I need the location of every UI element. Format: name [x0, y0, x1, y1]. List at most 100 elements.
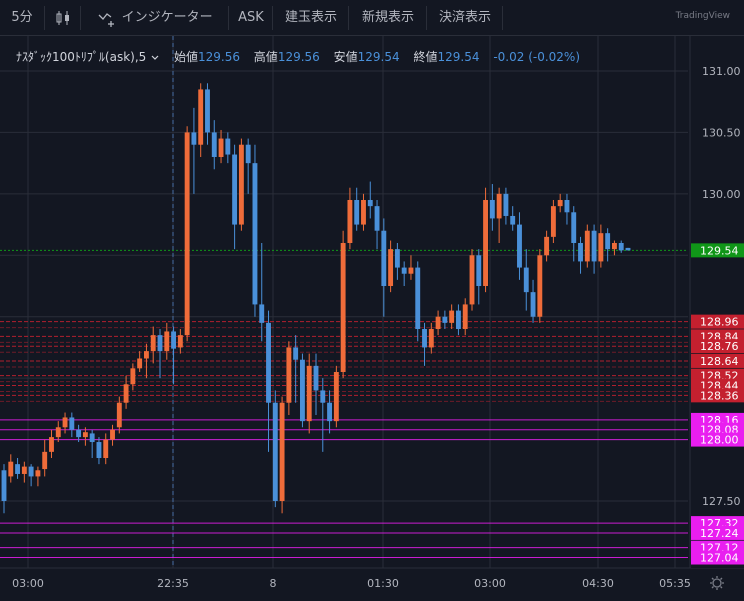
interval-button[interactable]: 5分 [11, 10, 33, 25]
candle-body [625, 247, 631, 251]
position-display-button[interactable]: 建玉表示 [284, 10, 337, 25]
candle-body [116, 402, 122, 428]
candle [354, 187, 360, 231]
time-axis-labels[interactable]: 03:00 22:35 8 01:30 03:00 04:30 05:35 [12, 577, 691, 590]
candle-body [96, 442, 102, 458]
candle [333, 365, 339, 428]
candle [611, 240, 617, 256]
candle-body [259, 304, 265, 323]
toolbar-divider [272, 6, 273, 30]
candle-body [225, 138, 231, 155]
candle-body [428, 329, 434, 348]
legend-interval: 5 [138, 50, 147, 64]
candle [476, 249, 482, 305]
symbol-name[interactable]: ﾅｽﾀﾞｯｸ100ﾄﾘﾌﾟﾙ(ask) [16, 50, 135, 64]
price-axis-labels: 131.00130.50130.00127.50128.96128.84128.… [691, 65, 744, 565]
toolbar-divider [228, 6, 229, 30]
candle [299, 353, 305, 428]
candle-body [571, 212, 577, 243]
chart-type-button[interactable] [46, 0, 80, 35]
price-chart[interactable]: 131.00130.50130.00127.50128.96128.84128.… [0, 36, 744, 601]
candle [442, 310, 448, 329]
candle [327, 390, 333, 434]
candle-body [435, 316, 441, 329]
top-toolbar: 5分 インジケーター ASK 建玉表示 新規表示 決済表示 TradingVie… [0, 0, 744, 36]
candle-body [42, 451, 48, 470]
candle [123, 375, 129, 409]
candle [293, 335, 299, 403]
candle-body [76, 429, 82, 438]
candle [137, 351, 143, 372]
candle [49, 429, 54, 458]
candle [544, 230, 550, 262]
order-price-badge: 128.00 [691, 432, 744, 447]
candle-body [157, 335, 163, 352]
candle [388, 240, 394, 293]
price-tick-label: 130.50 [702, 126, 741, 139]
price-tick-label: 127.50 [702, 495, 741, 508]
candle [8, 454, 14, 483]
candle [422, 322, 427, 366]
candle-body [401, 267, 407, 274]
candle [517, 212, 522, 280]
candle [489, 184, 495, 231]
candle [550, 200, 556, 243]
candle-body [361, 200, 366, 225]
candle [55, 421, 61, 443]
change-value: -0.02 (-0.02%) [493, 50, 581, 64]
candle [591, 224, 597, 274]
candle-body [35, 470, 41, 477]
price-axis[interactable] [691, 36, 744, 568]
candle [171, 326, 177, 385]
candle [82, 427, 88, 446]
candle [530, 279, 536, 323]
time-tick-label: 01:30 [367, 577, 399, 590]
candle-body [503, 193, 509, 216]
candle-body [557, 200, 563, 207]
candle [28, 464, 34, 487]
candle-body [537, 255, 543, 317]
candle [35, 466, 41, 487]
candle [564, 193, 570, 225]
indicators-label: インジケーター [121, 10, 213, 25]
candle-body [8, 461, 14, 477]
candle [245, 138, 251, 194]
chevron-down-icon[interactable] [150, 53, 160, 63]
order-price-badge: 127.04 [691, 550, 744, 565]
candle [42, 439, 48, 477]
candle-body [408, 267, 414, 274]
ask-button[interactable]: ASK [238, 10, 264, 25]
open-value: 129.56 [197, 50, 240, 64]
candle-body [422, 329, 427, 348]
indicators-button[interactable]: インジケーター [82, 0, 228, 35]
candle-body [55, 427, 61, 438]
settings-gear-icon[interactable] [710, 576, 724, 590]
candle-body [143, 351, 149, 359]
position-price-badge-background [691, 353, 744, 368]
candle [394, 243, 400, 280]
candle-body [1, 470, 7, 501]
candle-body [49, 437, 54, 452]
candle [320, 378, 326, 452]
candle [130, 363, 136, 391]
candle-body [496, 193, 502, 219]
candle [367, 181, 373, 219]
order-price-badge-label: 127.04 [700, 552, 739, 565]
candle-body [455, 310, 461, 329]
new-order-display-button[interactable]: 新規表示 [361, 10, 414, 25]
current-price-badge-label: 129.54 [700, 244, 739, 257]
candle-body [483, 200, 489, 286]
candle-body [164, 331, 170, 352]
candle-body [591, 230, 597, 262]
candle [252, 144, 258, 317]
candle [381, 218, 387, 317]
candle [286, 341, 292, 415]
candle-body [415, 267, 421, 329]
candle-body [232, 154, 238, 225]
candle-body [299, 359, 305, 422]
settlement-display-button[interactable]: 決済表示 [438, 10, 491, 25]
candle-body [245, 144, 251, 164]
candle [96, 437, 102, 465]
position-price-badge-background [691, 314, 744, 329]
candle-body [103, 439, 109, 458]
